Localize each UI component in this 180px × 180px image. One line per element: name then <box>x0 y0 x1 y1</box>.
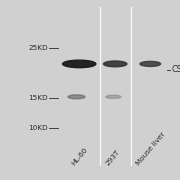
Text: HL-60: HL-60 <box>70 146 88 167</box>
Ellipse shape <box>103 61 127 67</box>
Ellipse shape <box>68 95 85 99</box>
Text: Mouse liver: Mouse liver <box>135 131 166 166</box>
Ellipse shape <box>63 60 96 68</box>
Ellipse shape <box>106 95 121 98</box>
Text: 25KD: 25KD <box>28 45 48 51</box>
Text: 10KD: 10KD <box>28 125 48 130</box>
Text: 293T: 293T <box>104 149 121 166</box>
Text: CSF3: CSF3 <box>171 65 180 74</box>
Ellipse shape <box>140 61 161 66</box>
Text: 15KD: 15KD <box>28 95 48 101</box>
